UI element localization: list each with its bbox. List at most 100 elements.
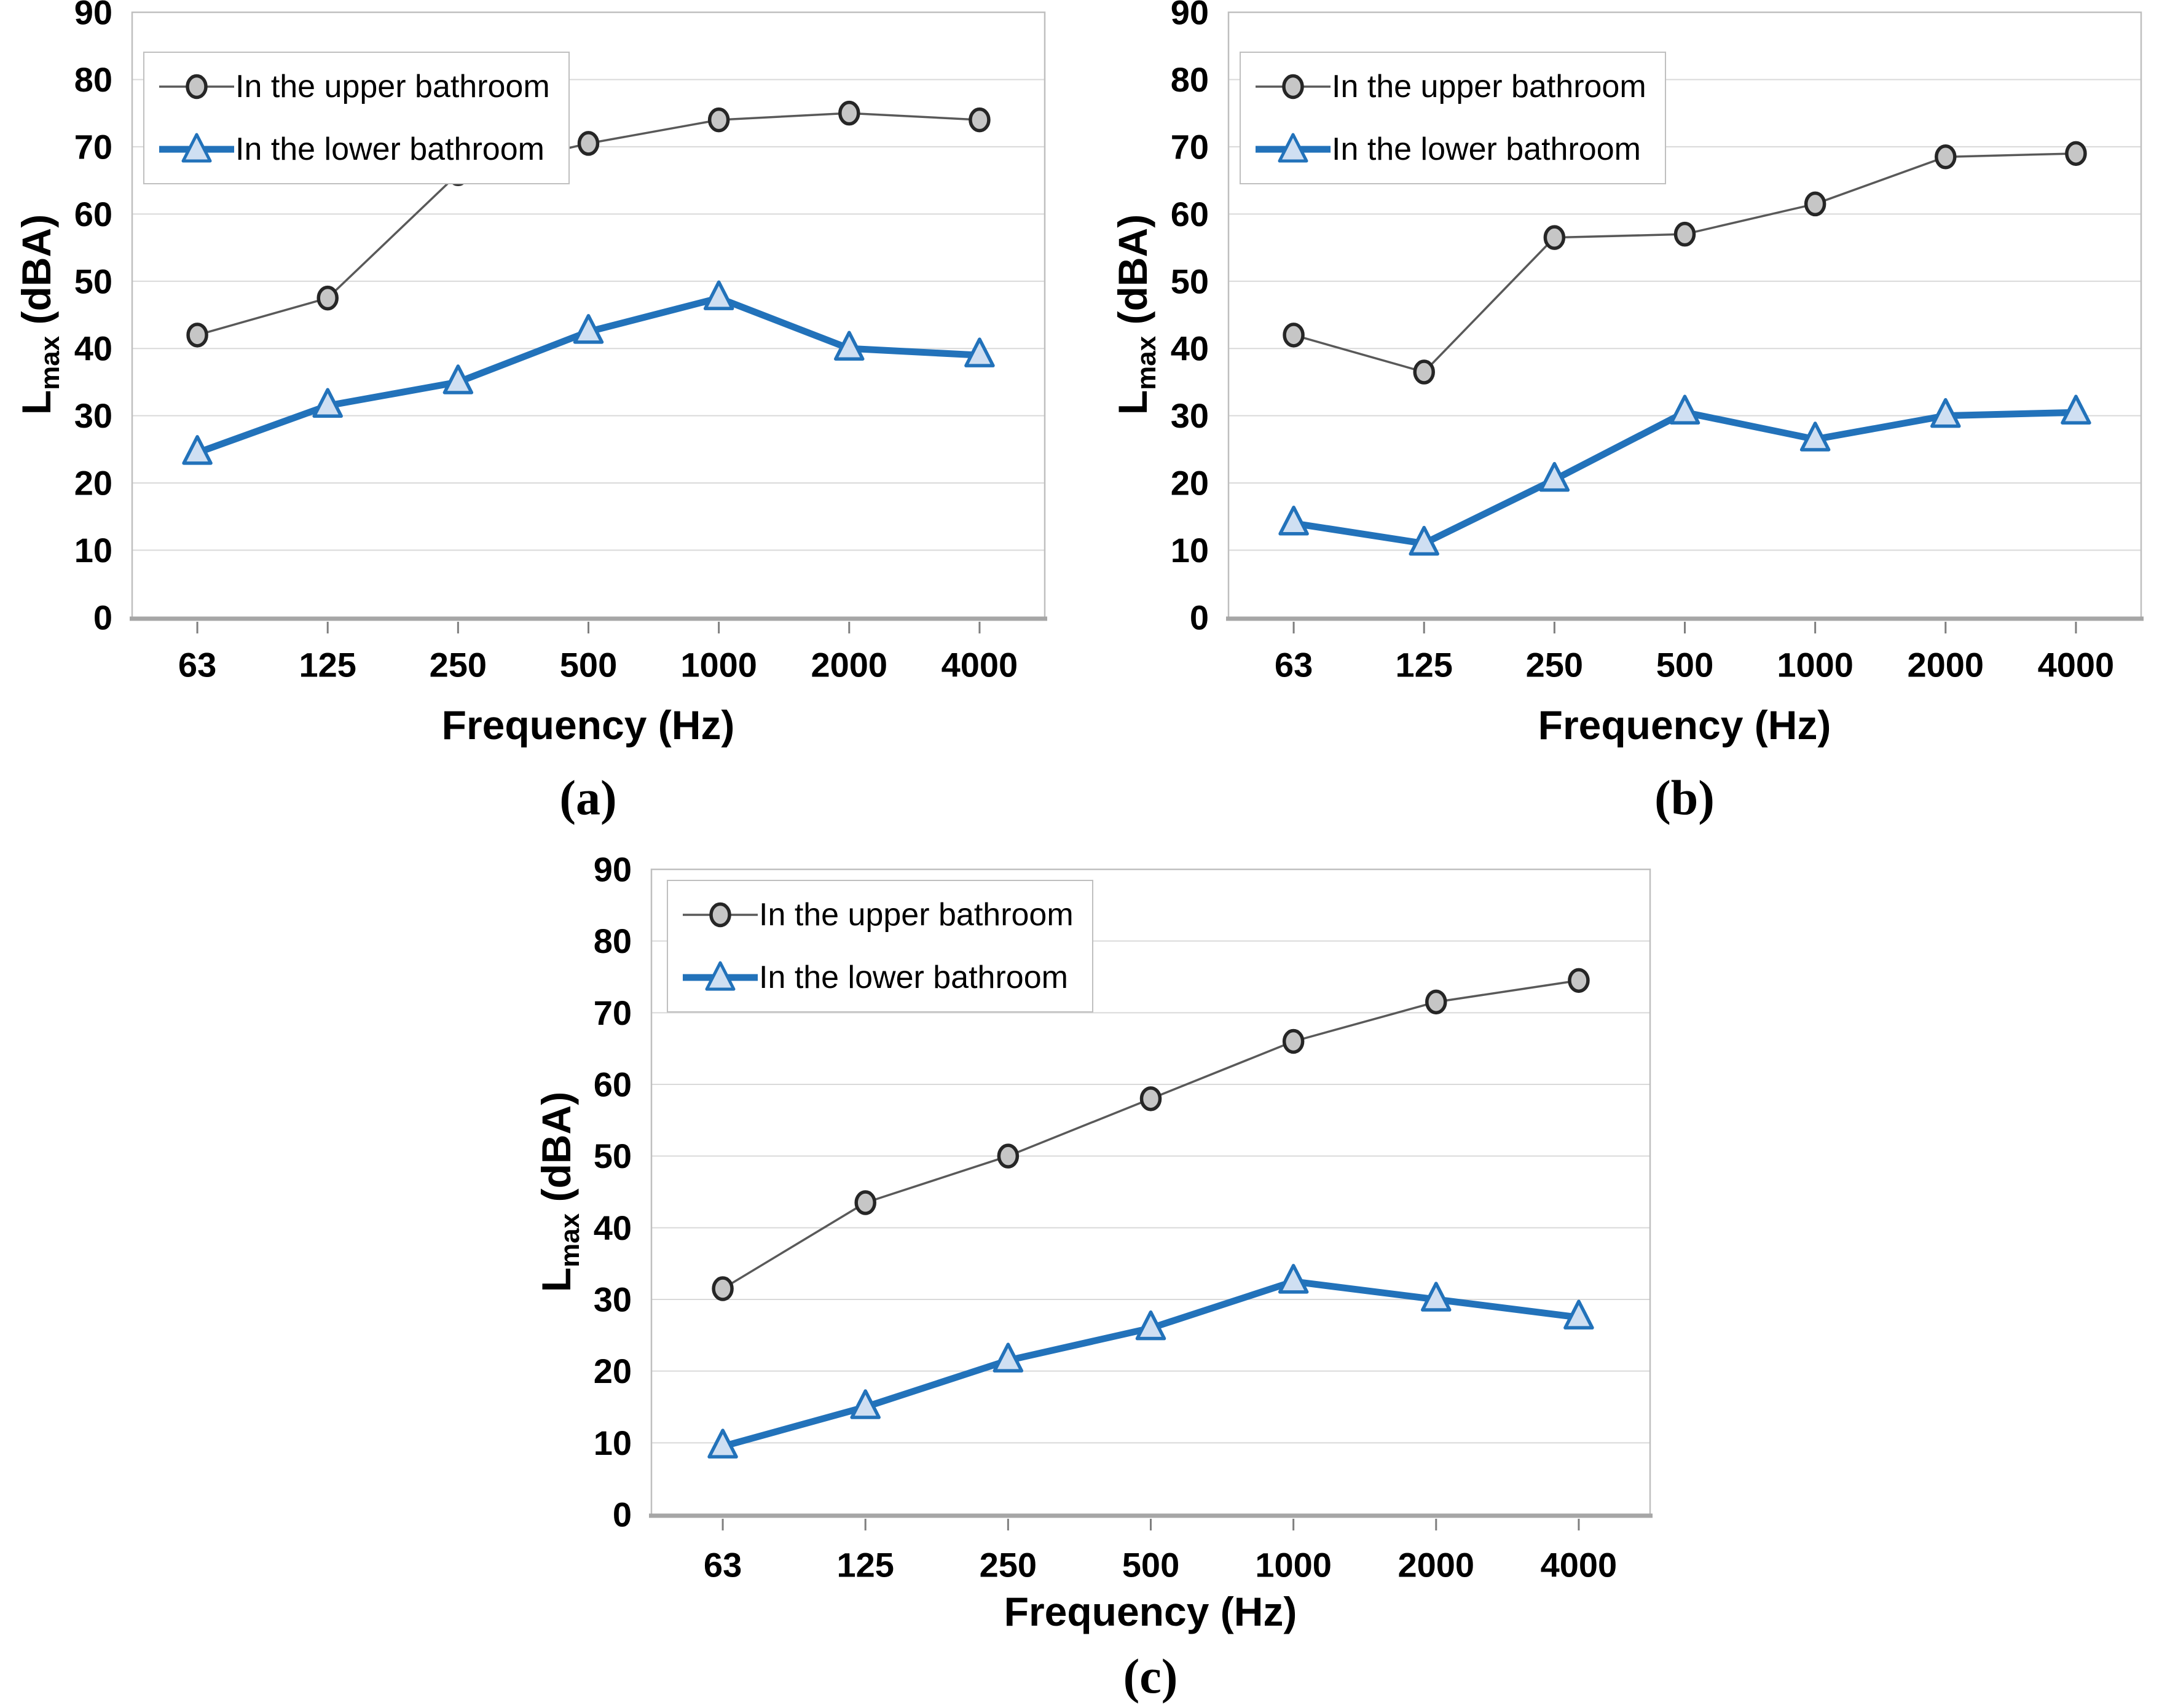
y-tick-label: 90	[1171, 0, 1209, 32]
y-tick-label: 50	[74, 262, 112, 300]
upper-series-marker-icon	[683, 897, 758, 933]
legend-triangle-marker	[1278, 133, 1308, 163]
y-axis-title: Lmax (dBA)	[1109, 214, 1162, 415]
x-axis-title: Frequency (Hz)	[1538, 702, 1831, 748]
legend-item-upper: In the upper bathroom	[1256, 69, 1646, 104]
y-tick-label: 70	[594, 993, 632, 1032]
x-tick-label: 4000	[2038, 646, 2115, 684]
data-point-lower	[1930, 398, 1961, 428]
x-tick-label: 63	[1275, 646, 1313, 684]
upper-series-line	[1293, 152, 2076, 374]
upper-series-marker-icon	[1256, 69, 1331, 104]
y-tick-label: 60	[594, 1065, 632, 1104]
legend-circle-marker	[1282, 74, 1304, 100]
data-point-upper	[1413, 359, 1435, 385]
data-point-lower	[1669, 394, 1700, 425]
data-point-lower	[1421, 1282, 1452, 1312]
y-tick-label: 60	[74, 195, 112, 233]
legend-icon-svg	[159, 74, 234, 100]
lower-series-marker-icon	[159, 131, 234, 167]
x-axis-title: Frequency (Hz)	[441, 702, 735, 748]
x-tick-label: 125	[299, 646, 356, 684]
x-tick-label: 500	[1122, 1546, 1179, 1585]
y-tick-label: 40	[1171, 329, 1209, 368]
data-point-upper	[2065, 141, 2087, 166]
legend-label-upper: In the upper bathroom	[235, 68, 550, 104]
upper-series-marker-icon	[159, 69, 234, 104]
y-tick-label: 40	[594, 1209, 632, 1247]
legend-item-lower: In the lower bathroom	[1256, 131, 1646, 167]
data-point-upper	[1139, 1086, 1162, 1111]
x-tick-label: 4000	[942, 646, 1018, 684]
x-tick-label: 250	[980, 1546, 1037, 1585]
x-tick-label: 2000	[1907, 646, 1984, 684]
data-point-upper	[707, 107, 730, 133]
y-tick-label: 10	[1171, 531, 1209, 570]
x-tick-label: 250	[1526, 646, 1583, 684]
data-point-upper	[997, 1143, 1020, 1169]
legend-circle-marker	[709, 902, 731, 928]
legend: In the upper bathroom In the lower bathr…	[667, 880, 1093, 1013]
y-tick-label: 60	[1171, 195, 1209, 233]
x-tick-label: 125	[836, 1546, 894, 1585]
lower-series-line	[1290, 409, 2080, 547]
legend-triangle-marker	[181, 133, 212, 163]
y-axis-title-symbol: L	[533, 1267, 579, 1293]
y-axis-title-subscript: max	[555, 1213, 585, 1267]
data-point-lower	[834, 331, 865, 361]
x-tick-label: 63	[178, 646, 216, 684]
data-point-lower	[1799, 421, 1831, 452]
data-point-upper	[1804, 191, 1826, 217]
y-tick-label: 0	[1190, 598, 1209, 637]
data-point-upper	[1673, 221, 1696, 247]
y-axis-title-unit: (dBA)	[533, 1091, 579, 1213]
data-point-upper	[1543, 225, 1566, 250]
data-point-lower	[993, 1342, 1024, 1373]
legend-label-upper: In the upper bathroom	[1332, 68, 1646, 104]
data-point-upper	[316, 285, 339, 311]
data-point-lower	[1278, 1264, 1309, 1294]
y-axis-title-unit: (dBA)	[1110, 214, 1155, 336]
data-point-lower	[703, 280, 734, 310]
x-tick-label: 1000	[680, 646, 757, 684]
data-point-lower	[182, 435, 213, 465]
y-axis-title: Lmax (dBA)	[533, 1092, 586, 1292]
data-point-upper	[854, 1190, 876, 1215]
data-point-lower	[1278, 506, 1309, 536]
y-axis-title-subscript: max	[1131, 335, 1162, 390]
x-tick-label: 125	[1395, 646, 1452, 684]
y-tick-label: 90	[594, 850, 632, 889]
data-point-upper	[1283, 323, 1305, 348]
chart-a-plot: 0 10 20 30 40 50 60 70 80 90 63 125 250 500 1000 2000 40…	[74, 0, 1047, 684]
legend-label-lower: In the lower bathroom	[759, 959, 1068, 995]
data-point-upper	[577, 131, 600, 156]
x-tick-label: 1000	[1255, 1546, 1332, 1585]
chart-c: 0 10 20 30 40 50 60 70 80 90 63 125 250 500 1000 2000 40…	[516, 848, 1672, 1708]
data-point-lower	[312, 388, 343, 418]
data-point-lower	[1409, 525, 1439, 556]
data-point-upper	[712, 1276, 734, 1301]
caption-b: (b)	[1654, 771, 1715, 826]
data-point-upper	[1568, 968, 1590, 993]
data-point-lower	[1135, 1310, 1166, 1341]
y-tick-label: 0	[93, 598, 112, 637]
x-tick-label: 2000	[811, 646, 887, 684]
data-point-lower	[707, 1428, 738, 1459]
y-tick-label: 50	[594, 1137, 632, 1175]
y-tick-label: 30	[1171, 396, 1209, 435]
legend-icon-svg	[159, 133, 234, 163]
legend-label-lower: In the lower bathroom	[235, 131, 544, 167]
y-axis-title-subscript: max	[35, 335, 65, 390]
x-tick-label: 2000	[1398, 1546, 1474, 1585]
y-tick-label: 10	[594, 1424, 632, 1462]
y-tick-label: 10	[74, 531, 112, 570]
legend-icon-svg	[1256, 133, 1331, 163]
caption-c: (c)	[1123, 1650, 1178, 1704]
caption-a: (a)	[559, 771, 617, 826]
x-tick-label: 4000	[1541, 1546, 1618, 1585]
data-point-lower	[2061, 394, 2091, 425]
x-axis-title: Frequency (Hz)	[1004, 1589, 1297, 1634]
legend-item-lower: In the lower bathroom	[159, 131, 550, 167]
y-tick-label: 80	[74, 60, 112, 99]
